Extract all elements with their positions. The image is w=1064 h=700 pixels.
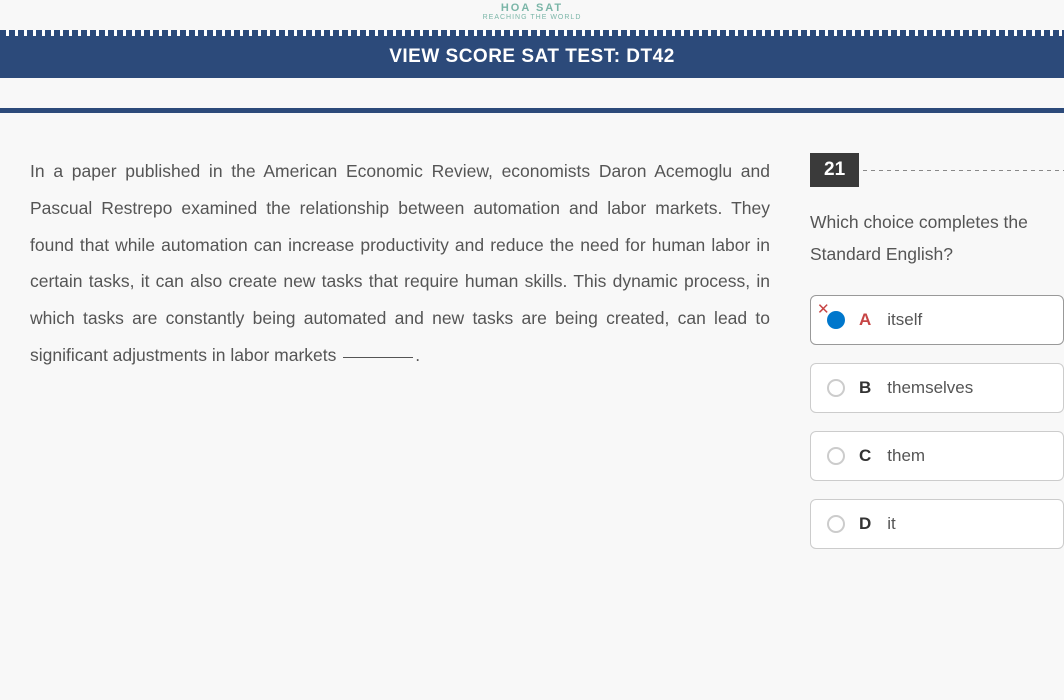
brand-header: HOA SAT REACHING THE WORLD [0, 0, 1064, 30]
page-title-bar: VIEW SCORE SAT TEST: DT42 [0, 36, 1064, 78]
radio-icon[interactable] [827, 447, 845, 465]
answer-letter: A [859, 310, 871, 330]
answer-text: itself [887, 310, 922, 330]
answer-option-a[interactable]: ✕Aitself [810, 295, 1064, 345]
question-column: 21 Which choice completes the Standard E… [810, 153, 1064, 567]
answer-text: them [887, 446, 925, 466]
passage-end: . [415, 345, 420, 365]
brand-tagline: REACHING THE WORLD [0, 14, 1064, 21]
answer-option-b[interactable]: Bthemselves [810, 363, 1064, 413]
passage-text: In a paper published in the American Eco… [30, 153, 770, 374]
radio-icon[interactable] [827, 379, 845, 397]
answer-option-d[interactable]: Dit [810, 499, 1064, 549]
answer-letter: B [859, 378, 871, 398]
answer-letter: C [859, 446, 871, 466]
question-dashed-line [863, 170, 1064, 171]
answer-option-c[interactable]: Cthem [810, 431, 1064, 481]
spacer [0, 78, 1064, 108]
question-number-row: 21 [810, 153, 1064, 187]
content-area: In a paper published in the American Eco… [0, 113, 1064, 567]
blank-fill [343, 357, 413, 358]
answer-letter: D [859, 514, 871, 534]
radio-icon[interactable] [827, 311, 845, 329]
passage-body: In a paper published in the American Eco… [30, 161, 770, 365]
answer-text: themselves [887, 378, 973, 398]
answers-container: ✕Aitself Bthemselves Cthem Dit [810, 295, 1064, 549]
question-number: 21 [810, 153, 859, 187]
radio-icon[interactable] [827, 515, 845, 533]
passage-column: In a paper published in the American Eco… [30, 153, 770, 567]
brand-name: HOA SAT [0, 2, 1064, 14]
question-text: Which choice completes the Standard Engl… [810, 207, 1064, 270]
answer-text: it [887, 514, 896, 534]
